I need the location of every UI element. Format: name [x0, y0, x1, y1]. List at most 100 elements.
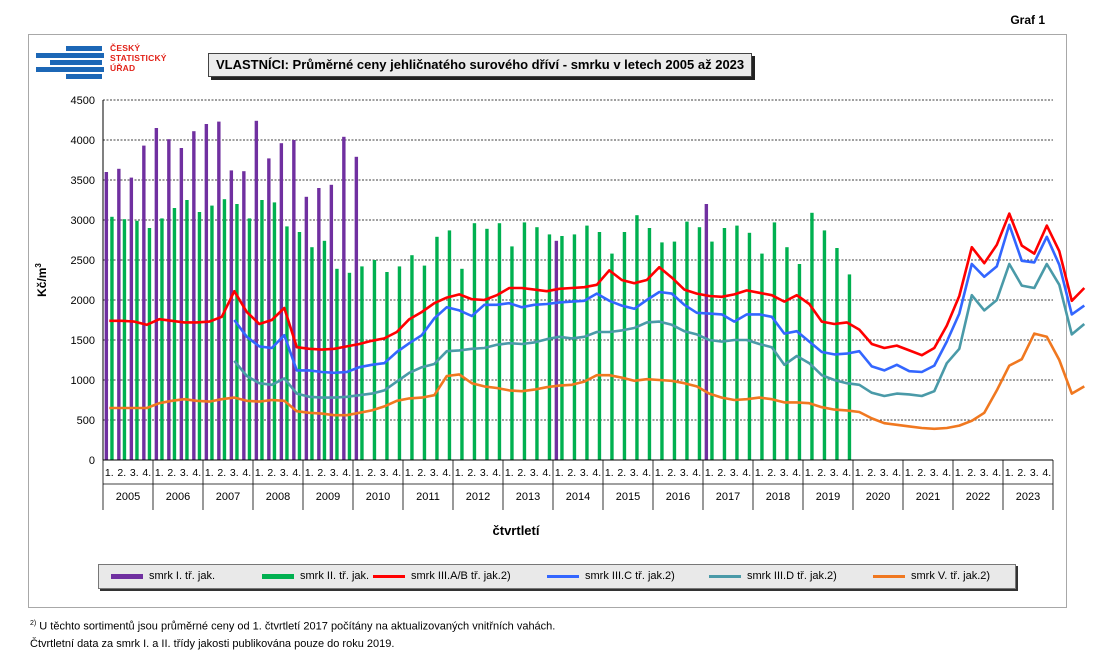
x-tick-quarter: 3. — [430, 467, 439, 479]
bar-smrk-i — [179, 148, 184, 460]
x-tick-quarter: 1. — [755, 467, 764, 479]
bar-smrk-ii — [710, 241, 714, 460]
x-tick-quarter: 4. — [142, 467, 151, 479]
x-tick-quarter: 3. — [580, 467, 589, 479]
x-tick-quarter: 2. — [817, 467, 826, 479]
x-tick-quarter: 3. — [680, 467, 689, 479]
x-tick-quarter: 3. — [130, 467, 139, 479]
x-tick-year: 2021 — [916, 491, 940, 503]
x-tick-quarter: 3. — [630, 467, 639, 479]
x-tick-quarter: 4. — [242, 467, 251, 479]
x-tick-quarter: 2. — [717, 467, 726, 479]
chart-frame — [28, 34, 1067, 608]
bar-smrk-ii — [585, 225, 589, 460]
x-tick-quarter: 3. — [480, 467, 489, 479]
x-tick-quarter: 2. — [417, 467, 426, 479]
x-tick-quarter: 2. — [1017, 467, 1026, 479]
czso-logo: ČESKÝ STATISTICKÝ ÚŘAD — [36, 43, 186, 80]
chart-legend: smrk I. tř. jak. smrk II. tř. jak. smrk … — [98, 564, 1016, 589]
x-tick-year: 2023 — [1016, 491, 1040, 503]
x-tick-quarter: 4. — [792, 467, 801, 479]
x-tick-year: 2016 — [666, 491, 690, 503]
bar-smrk-ii — [810, 212, 814, 460]
x-tick-quarter: 1. — [805, 467, 814, 479]
x-tick-quarter: 3. — [1030, 467, 1039, 479]
x-tick-quarter: 4. — [392, 467, 401, 479]
x-tick-quarter: 1. — [655, 467, 664, 479]
line-smrk-iii-d — [233, 262, 1086, 399]
x-tick-quarter: 3. — [230, 467, 239, 479]
x-tick-quarter: 3. — [180, 467, 189, 479]
bar-smrk-ii — [685, 221, 689, 460]
x-tick-quarter: 2. — [117, 467, 126, 479]
x-tick-quarter: 2. — [517, 467, 526, 479]
y-tick-label: 0 — [89, 455, 95, 467]
bar-smrk-i — [229, 170, 234, 460]
bar-smrk-i — [154, 128, 159, 460]
bar-smrk-ii — [547, 234, 552, 460]
line-smrk-v — [109, 332, 1085, 431]
x-tick-year: 2012 — [466, 491, 490, 503]
x-tick-quarter: 3. — [380, 467, 389, 479]
x-tick-quarter: 1. — [205, 467, 214, 479]
x-tick-quarter: 4. — [642, 467, 651, 479]
y-tick-label: 500 — [77, 415, 95, 427]
bar-smrk-i — [292, 140, 296, 460]
bar-smrk-ii — [735, 225, 739, 460]
bar-smrk-i — [117, 168, 121, 461]
x-tick-quarter: 3. — [930, 467, 939, 479]
x-tick-year: 2006 — [166, 491, 190, 503]
bar-smrk-ii — [410, 255, 414, 460]
bar-smrk-ii — [222, 199, 227, 460]
bar-smrk-i — [167, 139, 171, 460]
bar-smrk-ii — [372, 260, 377, 460]
x-tick-quarter: 1. — [605, 467, 614, 479]
x-tick-year: 2005 — [116, 491, 140, 503]
bar-smrk-ii — [110, 216, 114, 460]
bar-smrk-ii — [385, 272, 389, 460]
x-tick-year: 2017 — [716, 491, 740, 503]
bar-smrk-ii — [422, 265, 427, 460]
graph-number-label: Graf 1 — [1010, 13, 1045, 27]
x-tick-year: 2018 — [766, 491, 790, 503]
x-tick-quarter: 1. — [955, 467, 964, 479]
bar-smrk-ii — [785, 247, 789, 460]
x-tick-quarter: 4. — [442, 467, 451, 479]
bar-smrk-ii — [485, 228, 489, 460]
bar-smrk-ii — [560, 236, 564, 460]
bar-smrk-ii — [647, 228, 652, 460]
bar-smrk-ii — [747, 232, 752, 460]
x-tick-quarter: 4. — [542, 467, 551, 479]
bar-smrk-ii — [772, 222, 777, 460]
footnote-2: Čtvrtletní data za smrk I. a II. třídy j… — [30, 638, 395, 650]
bar-smrk-ii — [510, 246, 514, 460]
x-tick-quarter: 1. — [305, 467, 314, 479]
bar-smrk-ii — [722, 228, 727, 460]
bar-smrk-ii — [660, 242, 664, 460]
x-tick-quarter: 4. — [992, 467, 1001, 479]
x-tick-quarter: 3. — [330, 467, 339, 479]
x-tick-quarter: 4. — [1042, 467, 1051, 479]
y-tick-label: 3500 — [71, 175, 95, 187]
y-tick-label: 3000 — [71, 215, 95, 227]
bar-smrk-ii — [622, 232, 627, 460]
x-tick-quarter: 4. — [342, 467, 351, 479]
x-tick-quarter: 3. — [980, 467, 989, 479]
x-tick-year: 2007 — [216, 491, 240, 503]
bar-smrk-i — [129, 177, 134, 460]
y-tick-label: 1500 — [71, 335, 95, 347]
logo-text: ČESKÝ STATISTICKÝ ÚŘAD — [110, 43, 167, 73]
bar-smrk-ii — [822, 230, 827, 460]
bar-smrk-ii — [635, 215, 639, 460]
bar-smrk-i — [304, 196, 309, 461]
bar-smrk-i — [104, 172, 109, 460]
bar-smrk-i — [192, 131, 196, 460]
x-tick-year: 2020 — [866, 491, 890, 503]
x-tick-quarter: 2. — [317, 467, 326, 479]
line-smrk-iii-c — [233, 223, 1086, 375]
bar-smrk-ii — [447, 230, 452, 460]
x-tick-year: 2008 — [266, 491, 290, 503]
x-tick-year: 2013 — [516, 491, 540, 503]
x-tick-quarter: 1. — [705, 467, 714, 479]
bar-smrk-ii — [697, 227, 702, 460]
